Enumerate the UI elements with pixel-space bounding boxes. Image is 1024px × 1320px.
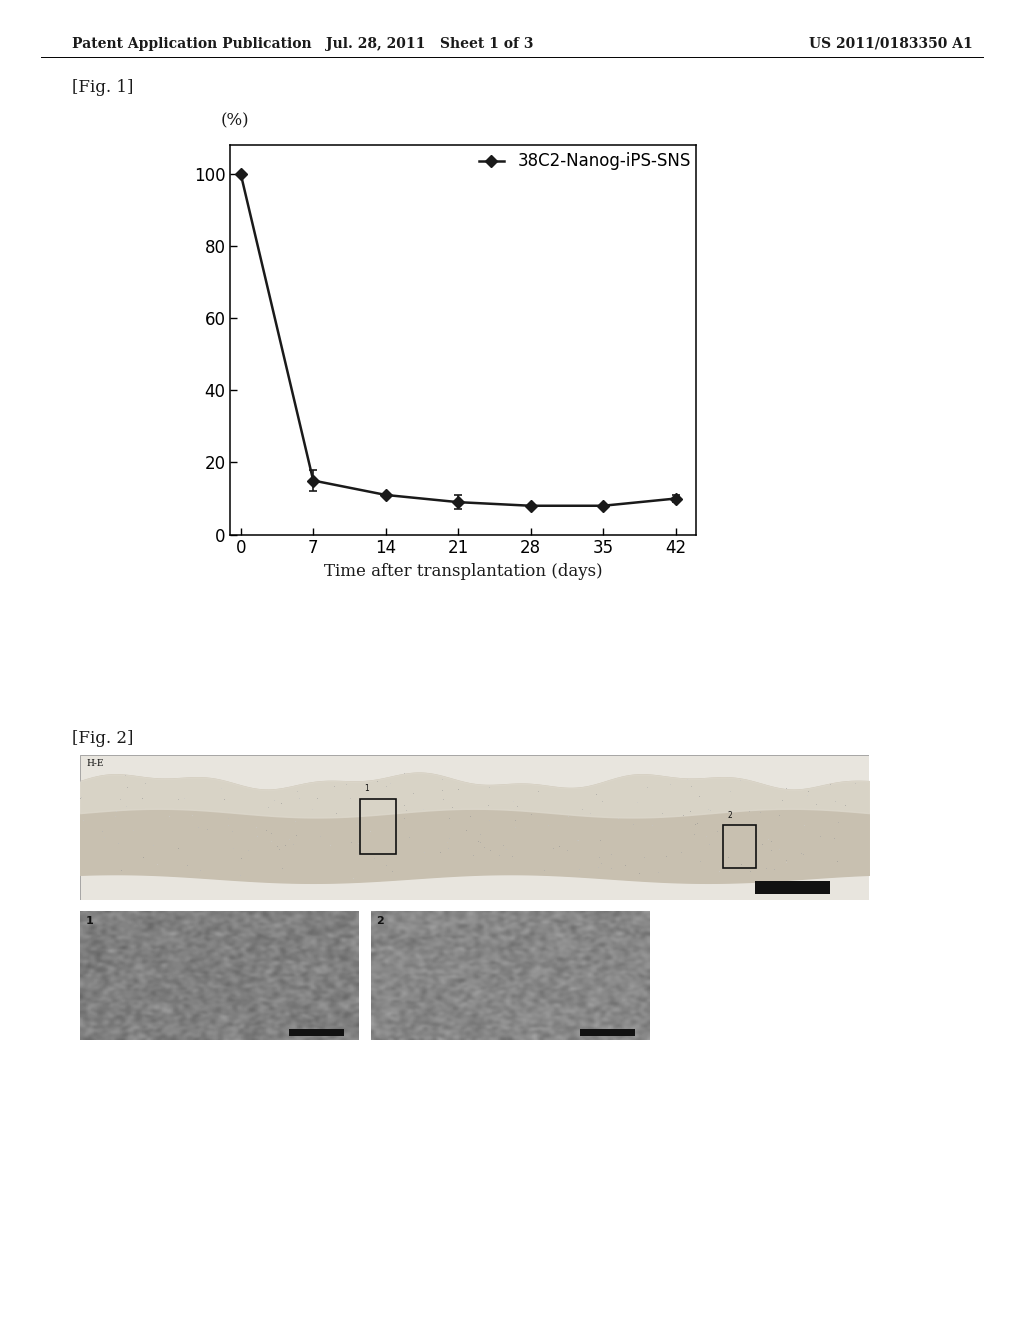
- Bar: [289, 1028, 344, 1036]
- Text: (%): (%): [220, 112, 249, 129]
- Text: 1: 1: [85, 916, 93, 925]
- Text: [Fig. 1]: [Fig. 1]: [72, 79, 133, 96]
- Text: Jul. 28, 2011   Sheet 1 of 3: Jul. 28, 2011 Sheet 1 of 3: [327, 37, 534, 51]
- Bar: [723, 825, 757, 869]
- Text: [Fig. 2]: [Fig. 2]: [72, 730, 133, 747]
- X-axis label: Time after transplantation (days): Time after transplantation (days): [324, 564, 603, 579]
- Bar: [360, 799, 395, 854]
- Text: H-E: H-E: [86, 759, 103, 768]
- Bar: [755, 882, 829, 895]
- Text: 2: 2: [727, 812, 732, 820]
- Text: Patent Application Publication: Patent Application Publication: [72, 37, 311, 51]
- Text: 1: 1: [365, 784, 369, 793]
- Text: US 2011/0183350 A1: US 2011/0183350 A1: [809, 37, 973, 51]
- Text: 2: 2: [376, 916, 384, 925]
- Bar: [580, 1028, 635, 1036]
- Legend: 38C2-Nanog-iPS-SNS: 38C2-Nanog-iPS-SNS: [472, 145, 697, 177]
